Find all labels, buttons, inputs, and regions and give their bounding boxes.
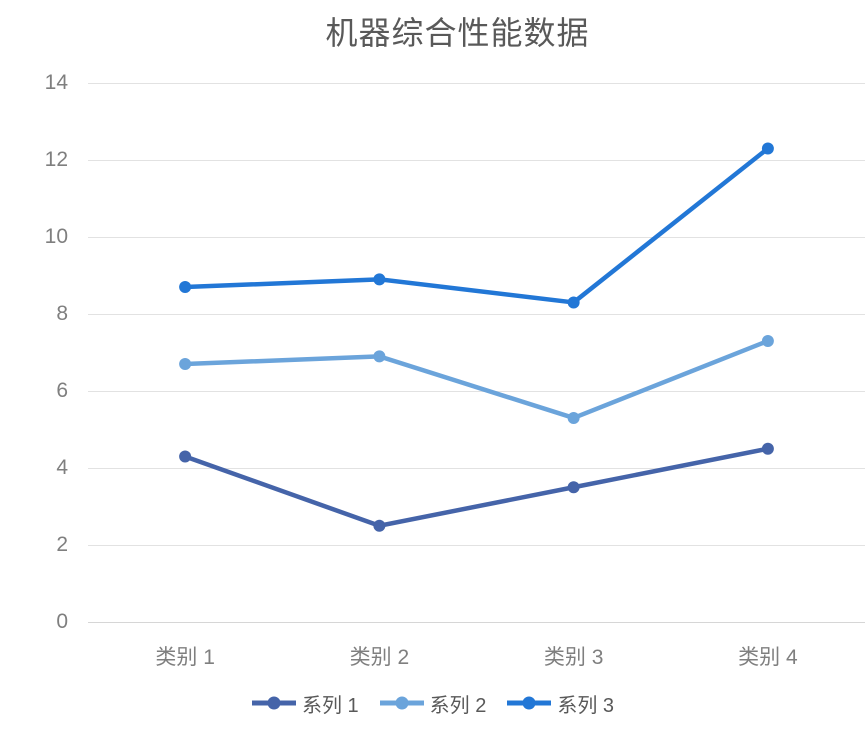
y-tick-label: 12 — [44, 148, 68, 171]
data-point-marker — [567, 411, 580, 424]
gridline — [88, 622, 865, 623]
x-category-label: 类别 2 — [349, 646, 410, 669]
data-point-marker — [179, 358, 192, 371]
data-point-marker — [567, 296, 580, 309]
chart-title: 机器综合性能数据 — [325, 15, 590, 51]
data-point-marker — [567, 481, 580, 494]
series-line — [182, 446, 771, 528]
gridline — [88, 237, 865, 238]
legend-item[interactable]: 系列 1 — [251, 689, 359, 718]
data-point-marker — [179, 450, 192, 463]
data-point-marker — [373, 519, 386, 532]
y-tick-label: 2 — [56, 533, 68, 556]
data-point-marker — [373, 350, 386, 363]
x-category-label: 类别 3 — [543, 646, 604, 669]
gridline — [88, 314, 865, 315]
data-point-marker — [761, 334, 774, 347]
data-point-marker — [761, 442, 774, 455]
x-category-label: 类别 4 — [738, 646, 798, 669]
legend-marker-icon — [507, 696, 552, 710]
legend-label: 系列 2 — [429, 694, 487, 717]
series-line — [182, 146, 771, 305]
legend-item[interactable]: 系列 2 — [379, 689, 487, 718]
gridline — [88, 468, 865, 469]
y-tick-label: 14 — [44, 71, 68, 94]
y-tick-label: 10 — [44, 225, 68, 248]
legend-marker-icon — [251, 696, 296, 710]
gridline — [88, 83, 865, 84]
legend-label: 系列 1 — [301, 694, 359, 717]
data-point-marker — [761, 142, 774, 155]
legend-marker-icon — [379, 696, 424, 710]
series-line — [182, 338, 771, 421]
gridline — [88, 391, 865, 392]
x-category-label: 类别 1 — [155, 646, 215, 669]
legend-label: 系列 3 — [557, 694, 615, 717]
y-tick-label: 0 — [56, 610, 68, 633]
legend: 系列 1 系列 2 系列 3 — [0, 688, 865, 718]
gridline — [88, 545, 865, 546]
y-tick-label: 4 — [56, 456, 68, 479]
legend-item[interactable]: 系列 3 — [506, 689, 614, 718]
gridline — [88, 160, 865, 161]
data-point-marker — [179, 281, 192, 294]
y-tick-label: 8 — [56, 302, 68, 325]
y-tick-label: 6 — [56, 379, 68, 402]
data-point-marker — [373, 273, 386, 286]
